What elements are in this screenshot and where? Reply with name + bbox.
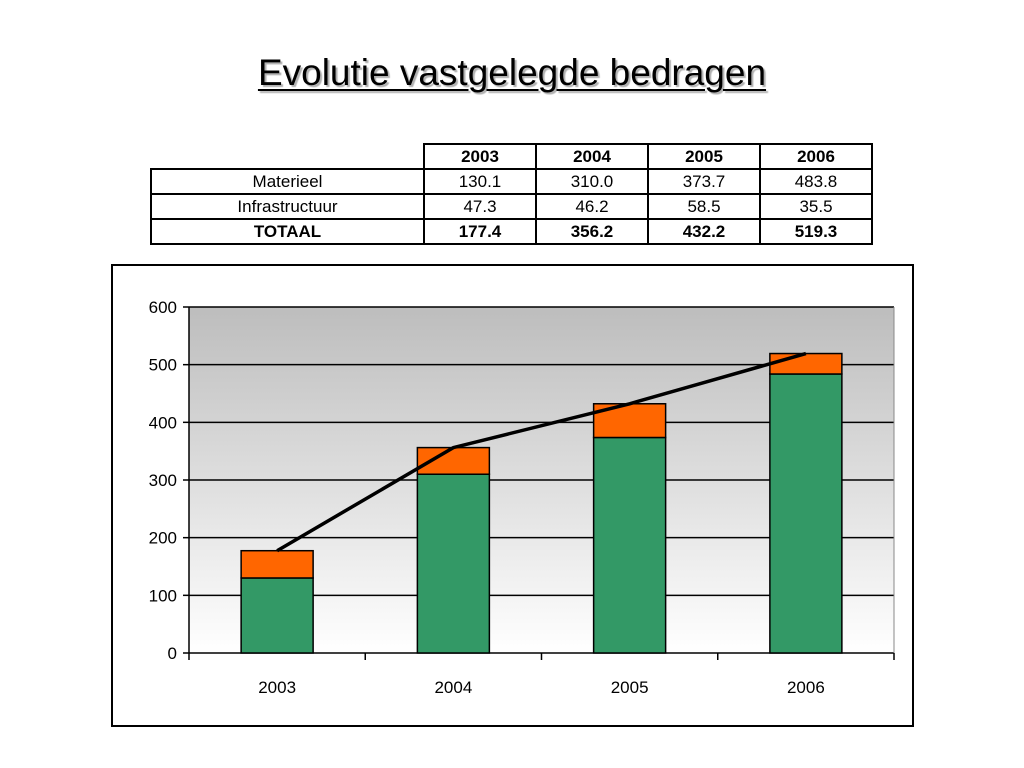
table-cell: 58.5: [647, 193, 761, 220]
row-label: Infrastructuur: [150, 193, 425, 220]
table-header-2003: 2003: [423, 143, 537, 170]
y-tick-label: 100: [149, 586, 177, 605]
y-tick-label: 600: [149, 298, 177, 317]
table-row-totaal: TOTAAL 177.4 356.2 432.2 519.3: [150, 218, 873, 245]
row-label: Materieel: [150, 168, 425, 195]
bars: [240, 352, 843, 654]
bar-segment: [240, 577, 314, 654]
table-cell: 483.8: [759, 168, 873, 195]
y-tick-label: 300: [149, 471, 177, 490]
table-row-infrastructuur: Infrastructuur 47.3 46.2 58.5 35.5: [150, 193, 873, 220]
y-tick-label: 0: [168, 644, 177, 663]
table-header-2005: 2005: [647, 143, 761, 170]
table-row-materieel: Materieel 130.1 310.0 373.7 483.8: [150, 168, 873, 195]
table-cell: 356.2: [535, 218, 649, 245]
slide-title: Evolutie vastgelegde bedragen: [257, 52, 767, 93]
table-header-2006: 2006: [759, 143, 873, 170]
bar-segment: [240, 549, 314, 579]
y-tick-label: 400: [149, 413, 177, 432]
x-tick-label: 2005: [611, 678, 649, 697]
row-label: TOTAAL: [150, 218, 425, 245]
y-tick-label: 200: [149, 529, 177, 548]
bar-segment: [769, 352, 843, 375]
table-cell: 519.3: [759, 218, 873, 245]
bar-segment: [416, 473, 491, 654]
table-header-2004: 2004: [535, 143, 649, 170]
data-table: 2003 2004 2005 2006 Materieel 130.1 310.…: [150, 143, 873, 245]
table-cell: 373.7: [647, 168, 761, 195]
table-cell: 35.5: [759, 193, 873, 220]
total-line: [276, 351, 807, 553]
table-cell: 177.4: [423, 218, 537, 245]
x-tick-label: 2004: [434, 678, 472, 697]
table-header-row: 2003 2004 2005 2006: [151, 143, 873, 170]
bar-segment: [592, 436, 667, 654]
table-corner-cell: [151, 144, 425, 170]
stacked-bar-chart: 0 100 200 300 400 500 600 2003 2004 2005 2006: [149, 298, 895, 697]
bar-segment: [769, 373, 843, 654]
y-tick-label: 500: [149, 356, 177, 375]
table-cell: 47.3: [423, 193, 537, 220]
x-tick-label: 2006: [787, 678, 825, 697]
table-cell: 432.2: [647, 218, 761, 245]
table-cell: 46.2: [535, 193, 649, 220]
chart-frame: 0 100 200 300 400 500 600 2003 2004 2005 2006: [111, 264, 914, 727]
tick-labels: 0 100 200 300 400 500 600 2003 2004 2005 2006: [149, 298, 825, 697]
total-series-line: [276, 351, 807, 553]
table-cell: 130.1: [423, 168, 537, 195]
x-tick-label: 2003: [258, 678, 296, 697]
table-cell: 310.0: [535, 168, 649, 195]
